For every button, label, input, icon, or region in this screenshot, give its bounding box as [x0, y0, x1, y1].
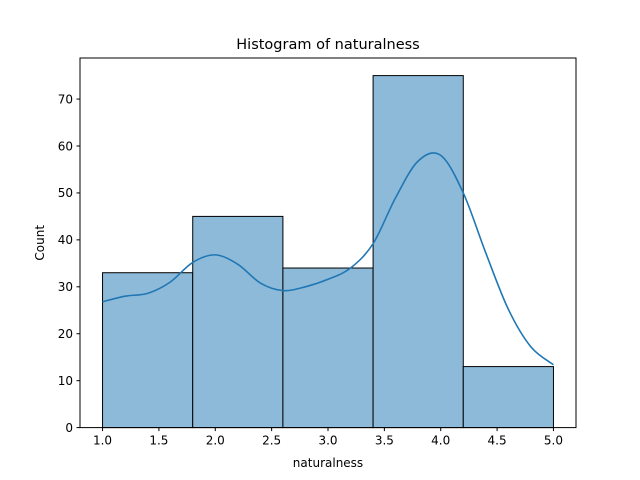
kde-line [102, 152, 554, 366]
histogram-bar [282, 267, 374, 429]
chart-title: Histogram of naturalness [236, 37, 419, 53]
x-tick-label: 1.0 [93, 434, 112, 448]
kde-group [102, 152, 554, 366]
histogram-bar [372, 75, 464, 429]
x-tick-label: 2.5 [262, 434, 281, 448]
x-tick-label: 1.5 [149, 434, 168, 448]
y-tick-label: 60 [58, 139, 73, 153]
x-tick-label: 4.0 [431, 434, 450, 448]
x-tick-label: 2.0 [206, 434, 225, 448]
histogram-bar [102, 272, 194, 429]
x-tick-label: 3.0 [318, 434, 337, 448]
y-tick-label: 30 [58, 280, 73, 294]
y-tick-label: 40 [58, 233, 73, 247]
y-tick-label: 70 [58, 92, 73, 106]
x-axis-ticks: 1.0 1.5 2.0 2.5 3.0 3.5 4.0 4.5 5.0 [93, 427, 563, 448]
y-tick-label: 50 [58, 186, 73, 200]
x-tick-label: 3.5 [375, 434, 394, 448]
y-tick-label: 20 [58, 327, 73, 341]
y-tick-label: 0 [65, 421, 73, 435]
y-axis-ticks: 0 10 20 30 40 50 60 70 [58, 92, 80, 435]
histogram-bar [192, 215, 284, 429]
x-axis-label: naturalness [293, 456, 363, 470]
histogram-bar [462, 366, 554, 429]
bars-group [102, 75, 554, 429]
x-tick-label: 4.5 [488, 434, 507, 448]
y-axis-label: Count [33, 225, 47, 261]
x-tick-label: 5.0 [544, 434, 563, 448]
y-tick-label: 10 [58, 374, 73, 388]
